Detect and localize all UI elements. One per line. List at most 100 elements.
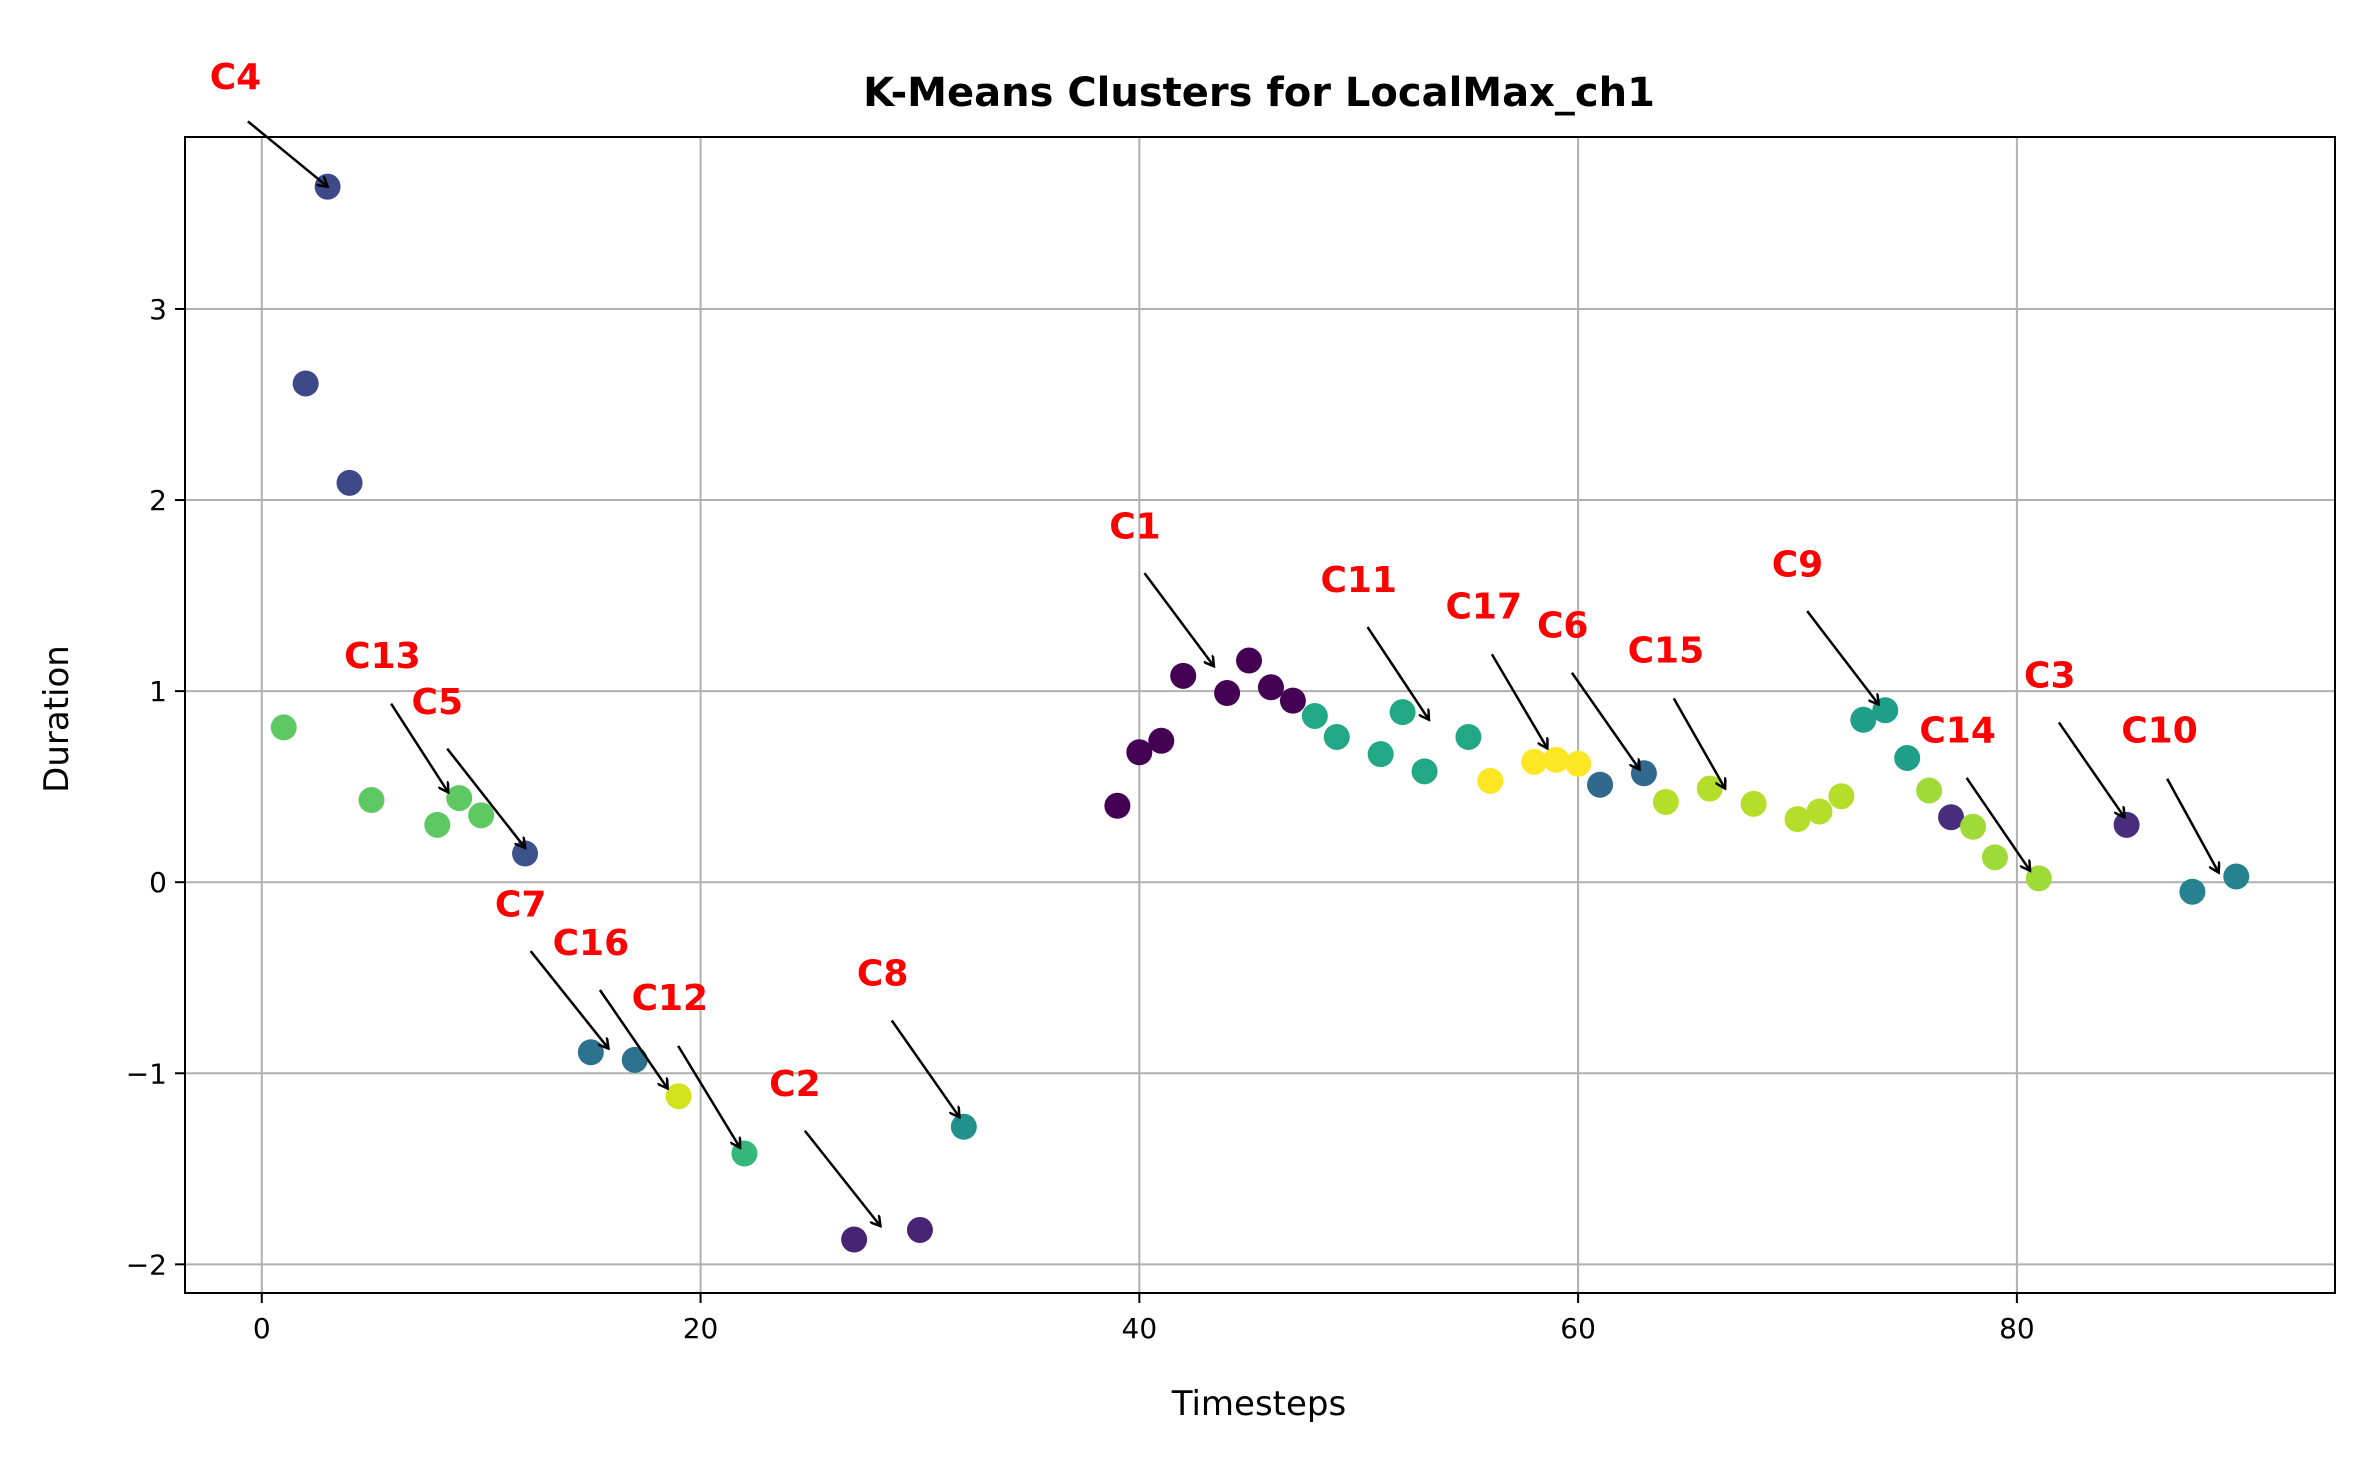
data-point: [1411, 758, 1438, 785]
annotation-arrow: [677, 1045, 740, 1148]
data-point: [270, 714, 297, 741]
data-point: [1148, 727, 1175, 754]
plot-frame: [184, 136, 2336, 1294]
annotation-arrow: [1965, 777, 2030, 871]
cluster-label: C15: [1628, 630, 1705, 671]
data-point: [1367, 741, 1394, 768]
data-point: [1850, 706, 1877, 733]
chart-title: K-Means Clusters for LocalMax_ch1: [863, 70, 1655, 116]
data-point: [665, 1083, 692, 1110]
x-tick-label: 80: [1999, 1312, 2035, 1345]
cluster-label: C3: [2024, 655, 2075, 696]
data-point: [1126, 739, 1153, 766]
y-tick-label: −2: [126, 1248, 167, 1281]
data-point: [2025, 865, 2052, 892]
annotation-arrow: [2057, 721, 2124, 817]
data-point: [1257, 674, 1284, 701]
data-point: [424, 811, 451, 838]
cluster-label: C2: [769, 1064, 820, 1105]
data-point: [1784, 806, 1811, 833]
y-tick-label: 0: [149, 866, 167, 899]
data-point: [2113, 811, 2140, 838]
cluster-label: C8: [857, 953, 908, 994]
x-axis-label: Timesteps: [1171, 1384, 1346, 1424]
data-point: [1521, 748, 1548, 775]
data-point: [1323, 723, 1350, 750]
cluster-label: C14: [1919, 711, 1996, 752]
data-point: [1894, 744, 1921, 771]
data-point: [1236, 647, 1263, 674]
cluster-label: C4: [210, 57, 261, 98]
data-point: [577, 1039, 604, 1066]
annotation-arrow: [1570, 672, 1640, 770]
x-tick-label: 60: [1560, 1312, 1596, 1345]
cluster-label: C12: [632, 978, 709, 1019]
data-point: [1981, 844, 2008, 871]
data-point: [1455, 723, 1482, 750]
x-tick-label: 40: [1122, 1312, 1158, 1345]
data-point: [2179, 878, 2206, 905]
y-tick-label: 3: [149, 293, 167, 326]
data-point: [1565, 750, 1592, 777]
data-point: [292, 370, 319, 397]
annotation-arrow: [1806, 610, 1878, 704]
data-point: [2223, 863, 2250, 890]
cluster-label: C6: [1537, 606, 1588, 647]
cluster-label: C11: [1320, 560, 1397, 601]
annotation-arrow: [1366, 626, 1429, 720]
data-point: [1938, 804, 1965, 831]
data-point: [1214, 680, 1241, 707]
annotation-arrow: [2166, 778, 2219, 873]
cluster-label: C17: [1446, 587, 1523, 628]
data-point: [621, 1046, 648, 1073]
data-point: [1543, 746, 1570, 773]
data-point: [1279, 687, 1306, 714]
data-point: [1652, 788, 1679, 815]
data-point: [906, 1216, 933, 1243]
annotation-arrow: [803, 1129, 881, 1226]
annotation-arrow: [890, 1019, 960, 1117]
data-point: [512, 840, 539, 867]
annotation-arrow: [1490, 653, 1547, 748]
y-axis-label: Duration: [37, 645, 77, 793]
data-point: [1170, 662, 1197, 689]
data-point: [1104, 792, 1131, 819]
data-point: [1960, 813, 1987, 840]
annotation-arrow: [247, 120, 328, 186]
x-tick-label: 0: [253, 1312, 271, 1345]
cluster-label: C5: [412, 682, 463, 723]
data-point: [1477, 767, 1504, 794]
annotation-arrow: [446, 747, 525, 848]
data-point: [731, 1140, 758, 1167]
cluster-label: C9: [1772, 544, 1823, 585]
data-point: [1301, 702, 1328, 729]
cluster-label: C7: [495, 885, 546, 926]
annotation-arrow: [390, 702, 448, 793]
y-tick-label: 2: [149, 484, 167, 517]
annotation-arrow: [598, 989, 668, 1089]
cluster-label: C13: [344, 636, 421, 677]
data-point: [1806, 798, 1833, 825]
cluster-label: C16: [553, 923, 630, 964]
annotation-arrow: [1143, 572, 1214, 666]
data-point: [950, 1113, 977, 1140]
cluster-label: C1: [1109, 506, 1160, 547]
data-point: [1587, 771, 1614, 798]
x-tick-label: 20: [683, 1312, 719, 1345]
axes: 0 20 40 60 80 −2 −1 0 1 2 3: [126, 136, 2336, 1345]
data-point: [468, 802, 495, 829]
annotation-arrow: [1672, 697, 1725, 788]
data-point: [1740, 790, 1767, 817]
gridlines: [185, 137, 2335, 1293]
data-point: [1828, 783, 1855, 810]
data-point: [336, 469, 363, 496]
y-tick-label: 1: [149, 675, 167, 708]
y-tick-label: −1: [126, 1057, 167, 1090]
data-point: [1389, 699, 1416, 726]
data-point: [358, 787, 385, 814]
data-point: [841, 1226, 868, 1253]
data-point: [1916, 777, 1943, 804]
cluster-label: C10: [2121, 711, 2198, 752]
